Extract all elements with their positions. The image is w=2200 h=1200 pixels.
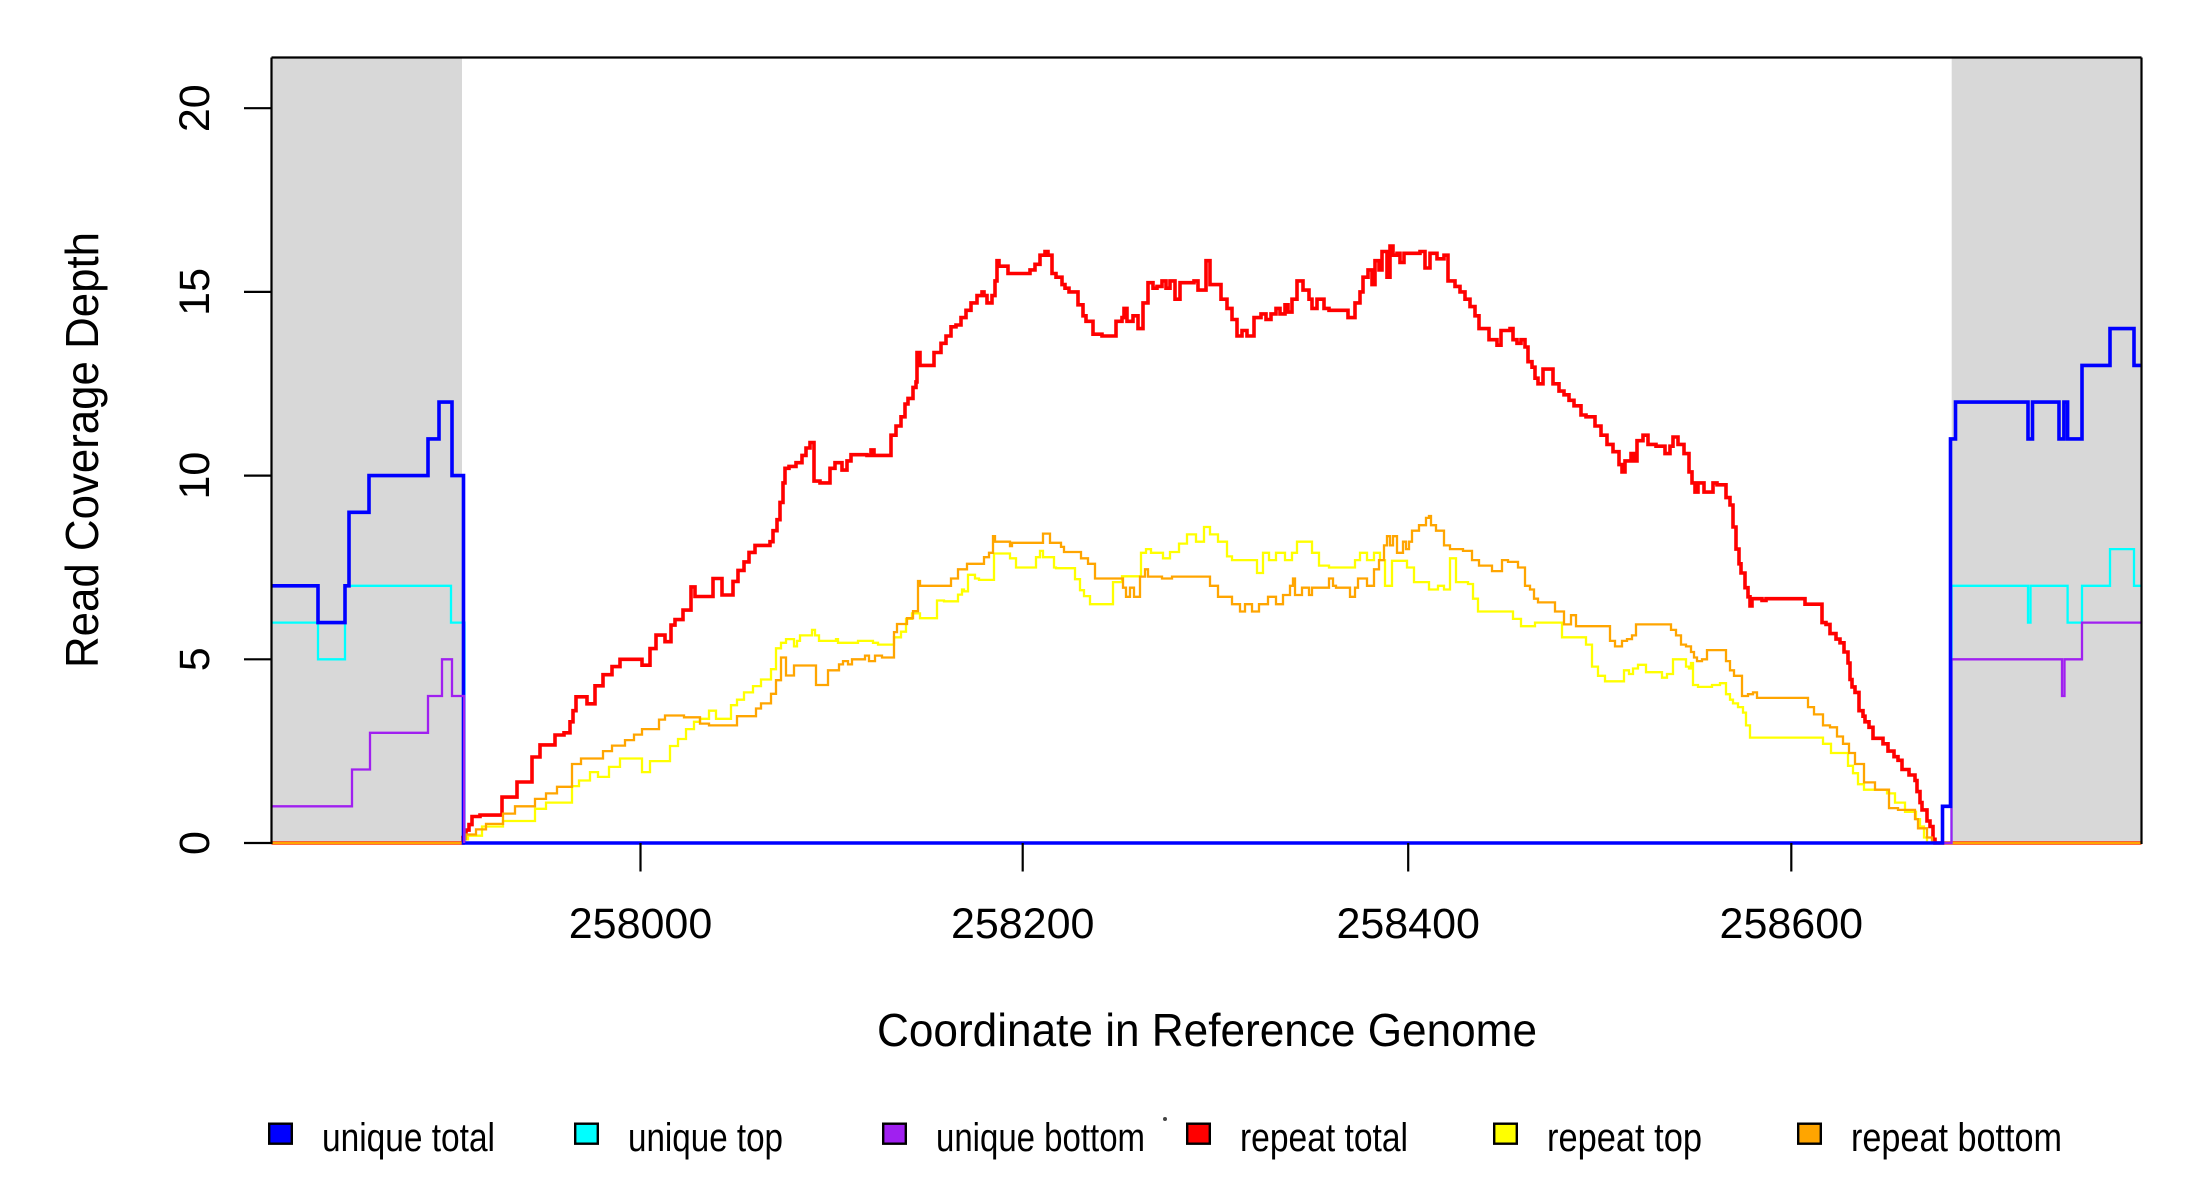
svg-text:Read Coverage Depth: Read Coverage Depth <box>56 232 108 668</box>
svg-text:258400: 258400 <box>1336 900 1480 948</box>
svg-text:unique top: unique top <box>628 1116 783 1160</box>
svg-text:258200: 258200 <box>951 900 1095 948</box>
svg-text:20: 20 <box>171 84 219 132</box>
svg-text:10: 10 <box>171 452 219 500</box>
svg-text:Coordinate in Reference Genome: Coordinate in Reference Genome <box>877 1004 1537 1056</box>
svg-text:repeat bottom: repeat bottom <box>1851 1116 2062 1160</box>
svg-text:258600: 258600 <box>1720 900 1864 948</box>
svg-text:5: 5 <box>171 647 219 671</box>
svg-text:repeat total: repeat total <box>1240 1116 1408 1160</box>
svg-text:repeat top: repeat top <box>1547 1116 1702 1160</box>
svg-text:15: 15 <box>171 268 219 316</box>
svg-text:unique bottom: unique bottom <box>936 1116 1145 1160</box>
svg-text:0: 0 <box>171 831 219 855</box>
svg-text:258000: 258000 <box>569 900 713 948</box>
svg-text:unique total: unique total <box>322 1116 495 1160</box>
